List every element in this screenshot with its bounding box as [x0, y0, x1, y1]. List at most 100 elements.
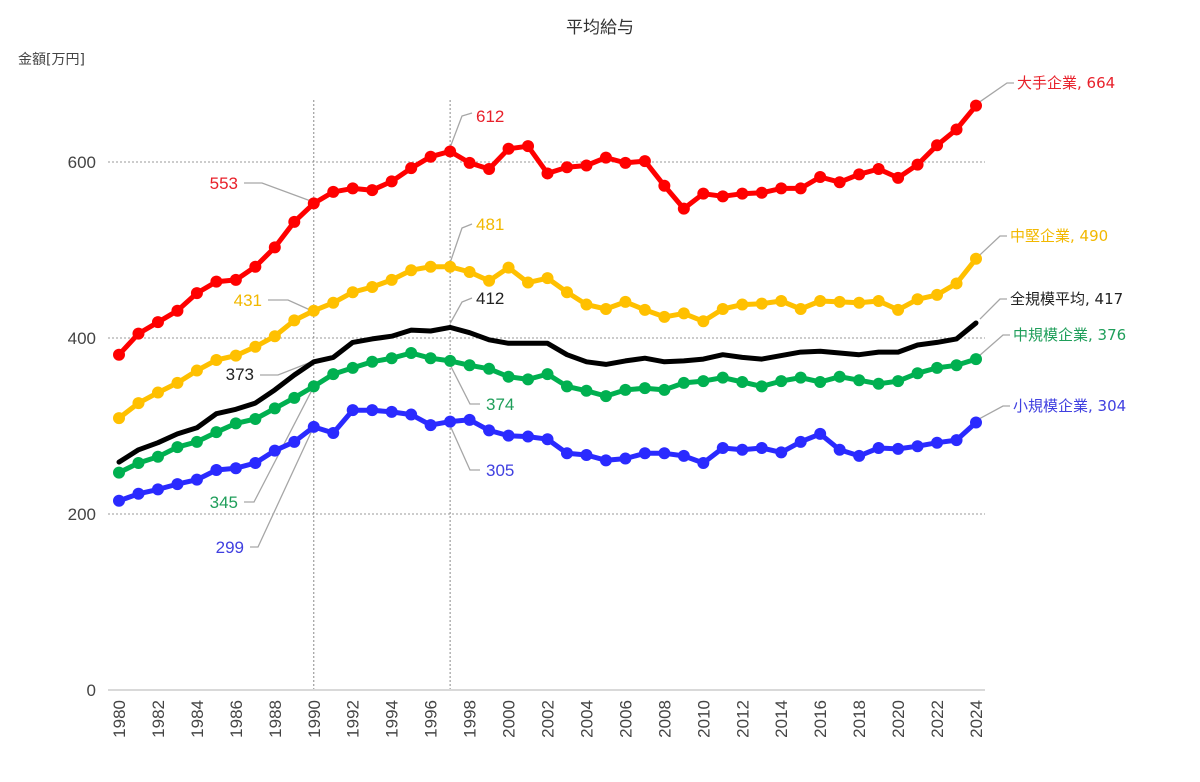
x-tick-label: 2004: [577, 700, 596, 738]
data-point: [288, 215, 301, 228]
data-point: [775, 375, 788, 388]
data-point: [814, 295, 827, 308]
data-point: [229, 349, 242, 362]
data-point: [775, 295, 788, 308]
data-point: [677, 376, 690, 389]
x-tick-label: 1996: [422, 700, 441, 738]
data-point: [697, 187, 710, 200]
data-point: [151, 316, 164, 329]
data-point: [151, 483, 164, 496]
data-point: [307, 197, 320, 210]
data-point: [483, 163, 496, 176]
data-point: [171, 304, 184, 317]
x-tick-label: 2016: [811, 700, 830, 738]
data-point: [229, 273, 242, 286]
data-point: [619, 156, 632, 169]
data-point: [931, 361, 944, 374]
data-point: [911, 158, 924, 171]
y-axis-ticks: 0 200 400 600: [68, 153, 96, 700]
data-point: [444, 145, 457, 158]
data-point: [736, 298, 749, 311]
data-point: [463, 413, 476, 426]
y-tick-label: 400: [68, 329, 96, 348]
data-point: [775, 446, 788, 459]
annotation-label: 374: [486, 395, 514, 414]
data-point: [463, 266, 476, 278]
data-point: [950, 359, 963, 372]
data-point: [190, 364, 203, 377]
y-axis-label: 金額[万円]: [18, 52, 85, 68]
data-point: [424, 419, 437, 432]
data-point: [444, 415, 457, 428]
data-point: [911, 440, 924, 453]
series-3: [113, 346, 982, 479]
data-point: [366, 280, 379, 293]
data-point: [113, 348, 125, 361]
x-axis-ticks: 1980 1982 1984 1986 1988 1990 1992 1994 1996 1998…: [110, 700, 986, 738]
leader-line: [260, 361, 313, 376]
data-point: [970, 416, 982, 429]
data-point: [658, 310, 671, 323]
data-point: [483, 362, 496, 375]
data-point: [327, 427, 340, 440]
data-point: [716, 371, 729, 384]
data-point: [892, 442, 905, 455]
data-point: [385, 352, 398, 365]
series-group: [113, 99, 982, 507]
series-line: [116, 320, 979, 465]
data-point: [385, 175, 398, 188]
data-point: [638, 447, 651, 460]
x-tick-label: 2018: [850, 700, 869, 738]
data-point: [268, 330, 281, 343]
data-point: [229, 462, 242, 475]
leader-line: [979, 334, 1010, 356]
annotation-label: 612: [476, 107, 504, 126]
data-point: [970, 252, 982, 265]
data-point: [580, 384, 593, 397]
data-point: [268, 444, 281, 457]
data-point: [677, 449, 690, 462]
annotation-label: 481: [476, 215, 504, 234]
data-point: [405, 162, 418, 175]
data-point: [775, 182, 788, 195]
data-point: [755, 380, 768, 393]
data-point: [755, 186, 768, 199]
x-tick-label: 1984: [188, 700, 207, 738]
data-point: [619, 452, 632, 465]
data-point: [872, 163, 885, 176]
data-point: [249, 412, 262, 425]
chart-title: 平均給与: [566, 18, 634, 38]
data-point: [872, 295, 885, 308]
data-point: [950, 434, 963, 447]
data-point: [288, 435, 301, 448]
data-point: [151, 450, 164, 463]
x-tick-label: 1986: [227, 700, 246, 738]
data-point: [755, 442, 768, 454]
data-point: [599, 151, 612, 164]
data-point: [346, 361, 359, 374]
data-point: [658, 383, 671, 396]
data-point: [113, 466, 125, 479]
data-point: [346, 182, 359, 195]
leader-line: [449, 425, 480, 471]
data-point: [736, 187, 749, 200]
data-point: [580, 298, 593, 311]
data-point: [853, 449, 866, 462]
data-point: [385, 273, 398, 286]
data-point: [190, 287, 203, 300]
data-point: [736, 443, 749, 456]
data-point: [697, 375, 710, 388]
annotation-labels: 553 612 大手企業, 664 431 481 中堅企業, 490 373 412 全規模平…: [210, 74, 1127, 557]
annotation-label: 305: [486, 461, 514, 480]
data-point: [502, 370, 515, 383]
data-point: [697, 456, 710, 469]
data-point: [171, 478, 184, 491]
annotation-label: 412: [476, 289, 504, 308]
leader-line: [449, 297, 473, 324]
series-line: [116, 103, 979, 358]
data-point: [677, 202, 690, 215]
data-point: [405, 408, 418, 421]
x-tick-label: 2012: [733, 700, 752, 738]
annotation-label: 431: [234, 291, 262, 310]
data-point: [638, 155, 651, 168]
